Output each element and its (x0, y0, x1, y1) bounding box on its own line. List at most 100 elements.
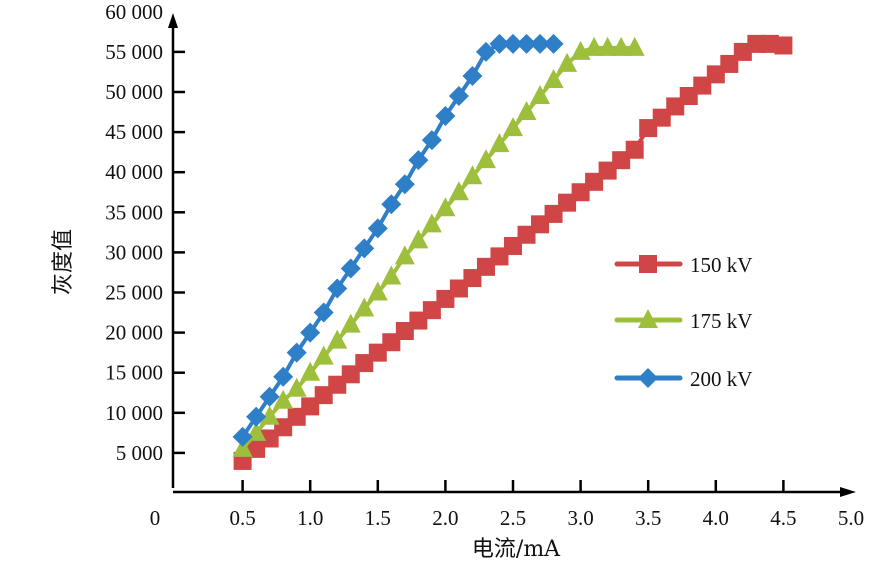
plot-area (232, 33, 793, 470)
data-point (313, 302, 334, 323)
x-tick-label: 2.0 (432, 506, 458, 530)
data-point (516, 101, 537, 121)
y-tick-label: 60 000 (105, 0, 163, 24)
data-point (489, 133, 510, 153)
legend-label: 150 kV (690, 253, 752, 277)
data-point (463, 269, 482, 288)
data-point (585, 172, 604, 191)
x-tick-label: 0 (150, 506, 161, 530)
data-point (652, 108, 671, 127)
data-point (436, 289, 455, 308)
data-point (747, 34, 766, 53)
data-point (301, 397, 320, 416)
data-point (394, 245, 415, 265)
data-point (557, 52, 578, 72)
data-point (612, 151, 631, 170)
y-tick-label: 55 000 (105, 40, 163, 64)
data-point (448, 86, 469, 107)
data-point (368, 343, 387, 362)
data-point (490, 247, 509, 266)
y-tick-label: 5 000 (116, 441, 163, 465)
data-point (327, 278, 348, 299)
data-point (720, 54, 739, 73)
data-point (259, 386, 280, 407)
legend-item: 200 kV (614, 367, 752, 391)
x-tick-label: 3.0 (567, 506, 593, 530)
data-point (706, 65, 725, 84)
x-tick-label: 4.0 (703, 506, 729, 530)
legend-label: 175 kV (690, 309, 752, 333)
x-tick-label: 5.0 (838, 506, 864, 530)
data-point (611, 36, 632, 56)
data-point (584, 36, 605, 56)
x-tick-label: 1.5 (365, 506, 391, 530)
y-tick-label: 10 000 (105, 401, 163, 425)
x-tick-label: 2.5 (500, 506, 526, 530)
data-point (449, 279, 468, 298)
data-point (597, 36, 618, 56)
data-point (462, 165, 483, 185)
data-point (286, 342, 307, 363)
data-point (381, 265, 402, 285)
y-tick-label: 15 000 (105, 361, 163, 385)
data-point (381, 194, 402, 215)
x-tick-label: 3.5 (635, 506, 661, 530)
y-tick-label: 20 000 (105, 321, 163, 345)
data-point (394, 174, 415, 195)
data-point (530, 85, 551, 105)
data-point (287, 407, 306, 426)
data-point (367, 218, 388, 239)
x-tick-label: 0.5 (229, 506, 255, 530)
data-point (666, 97, 685, 116)
data-point (421, 130, 442, 151)
data-point (774, 36, 793, 55)
y-axis-title: 灰度值 (51, 229, 76, 295)
data-point (760, 34, 779, 53)
data-point (340, 313, 361, 333)
legend-marker-icon (638, 309, 658, 328)
legend-item: 175 kV (614, 309, 752, 333)
data-point (503, 33, 523, 54)
data-point (503, 117, 523, 137)
data-point (313, 345, 334, 365)
data-point (314, 386, 333, 405)
data-point (516, 33, 537, 54)
data-point (543, 68, 564, 88)
data-point (435, 197, 456, 217)
series-150-kv (233, 34, 793, 470)
y-tick-label: 35 000 (105, 200, 163, 224)
data-point (246, 406, 267, 427)
data-point (327, 329, 348, 349)
data-point (274, 418, 293, 437)
data-point (341, 365, 360, 384)
data-point (462, 65, 483, 86)
data-point (273, 366, 294, 387)
data-point (422, 301, 441, 320)
legend-label: 200 kV (690, 367, 752, 391)
data-point (733, 42, 752, 61)
data-point (475, 41, 496, 62)
data-point (367, 281, 388, 301)
data-point (300, 322, 321, 343)
data-point (247, 439, 266, 458)
data-point (395, 321, 414, 340)
series-175-kv (232, 36, 645, 457)
data-point (408, 150, 429, 171)
data-point (571, 183, 590, 202)
data-point (693, 76, 712, 95)
y-tick-label: 45 000 (105, 120, 163, 144)
data-point (504, 236, 522, 255)
data-point (448, 181, 469, 201)
legend-item: 150 kV (614, 253, 752, 277)
data-point (300, 361, 321, 381)
data-point (273, 389, 294, 409)
data-point (354, 238, 375, 259)
data-point (421, 213, 442, 233)
data-point (260, 429, 279, 448)
y-tick-label: 50 000 (105, 80, 163, 104)
data-point (435, 106, 456, 127)
data-point (489, 33, 510, 54)
y-tick-label: 25 000 (105, 281, 163, 305)
data-point (598, 161, 617, 180)
